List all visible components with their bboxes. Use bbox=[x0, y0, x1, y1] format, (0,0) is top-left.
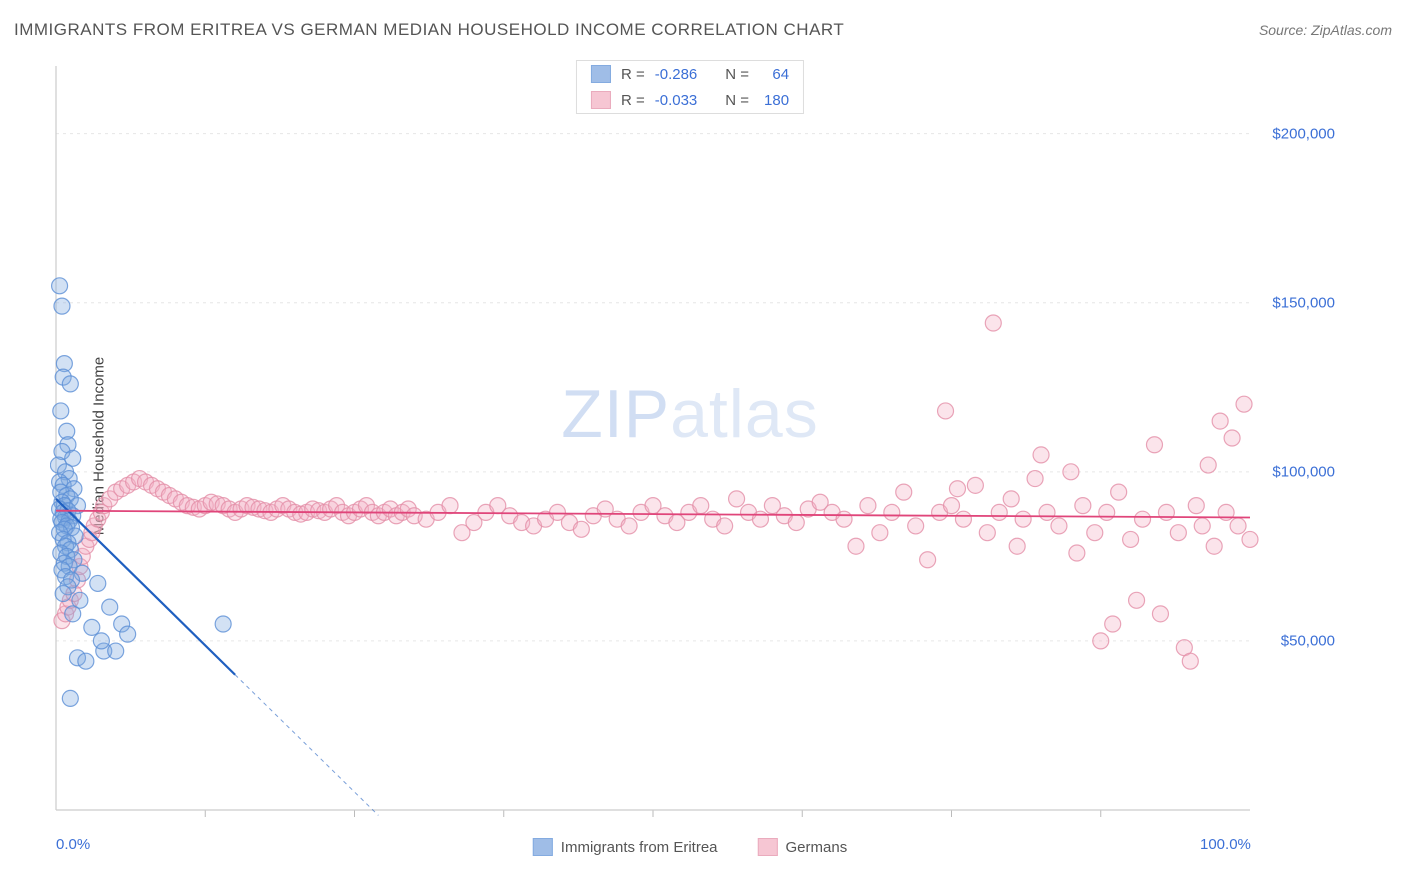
legend-swatch-bottom-eritrea bbox=[533, 838, 553, 856]
legend-r-val-0: -0.286 bbox=[655, 66, 698, 83]
legend-stats-row-0: R = -0.286 N = 64 bbox=[577, 61, 803, 87]
legend-swatch-germans bbox=[591, 91, 611, 109]
legend-stats-row-1: R = -0.033 N = 180 bbox=[577, 87, 803, 113]
y-tick-label: $150,000 bbox=[1272, 294, 1335, 311]
y-tick-label: $50,000 bbox=[1281, 632, 1335, 649]
x-tick-label: 0.0% bbox=[56, 836, 90, 853]
legend-swatch-eritrea bbox=[591, 65, 611, 83]
legend-stats-box: R = -0.286 N = 64 R = -0.033 N = 180 bbox=[576, 60, 804, 114]
chart-plot-area: ZIPatlas R = -0.286 N = 64 R = -0.033 N … bbox=[50, 60, 1330, 830]
legend-swatch-bottom-germans bbox=[758, 838, 778, 856]
legend-series-name-1: Germans bbox=[786, 839, 848, 856]
legend-n-label-0: N = bbox=[725, 66, 749, 83]
legend-series-item-1: Germans bbox=[758, 838, 848, 856]
chart-source: Source: ZipAtlas.com bbox=[1259, 22, 1392, 38]
y-tick-label: $100,000 bbox=[1272, 463, 1335, 480]
y-tick-label: $200,000 bbox=[1272, 125, 1335, 142]
source-name: ZipAtlas.com bbox=[1311, 22, 1392, 38]
source-prefix: Source: bbox=[1259, 22, 1311, 38]
legend-n-val-0: 64 bbox=[759, 66, 789, 83]
legend-series-item-0: Immigrants from Eritrea bbox=[533, 838, 718, 856]
legend-r-label-1: R = bbox=[621, 92, 645, 109]
x-tick-label: 100.0% bbox=[1200, 836, 1251, 853]
legend-series-box: Immigrants from Eritrea Germans bbox=[533, 838, 847, 856]
legend-r-label-0: R = bbox=[621, 66, 645, 83]
chart-header: IMMIGRANTS FROM ERITREA VS GERMAN MEDIAN… bbox=[14, 20, 1392, 40]
legend-r-val-1: -0.033 bbox=[655, 92, 698, 109]
chart-svg bbox=[50, 60, 1330, 830]
legend-series-name-0: Immigrants from Eritrea bbox=[561, 839, 718, 856]
legend-n-val-1: 180 bbox=[759, 92, 789, 109]
chart-title: IMMIGRANTS FROM ERITREA VS GERMAN MEDIAN… bbox=[14, 20, 844, 40]
legend-n-label-1: N = bbox=[725, 92, 749, 109]
